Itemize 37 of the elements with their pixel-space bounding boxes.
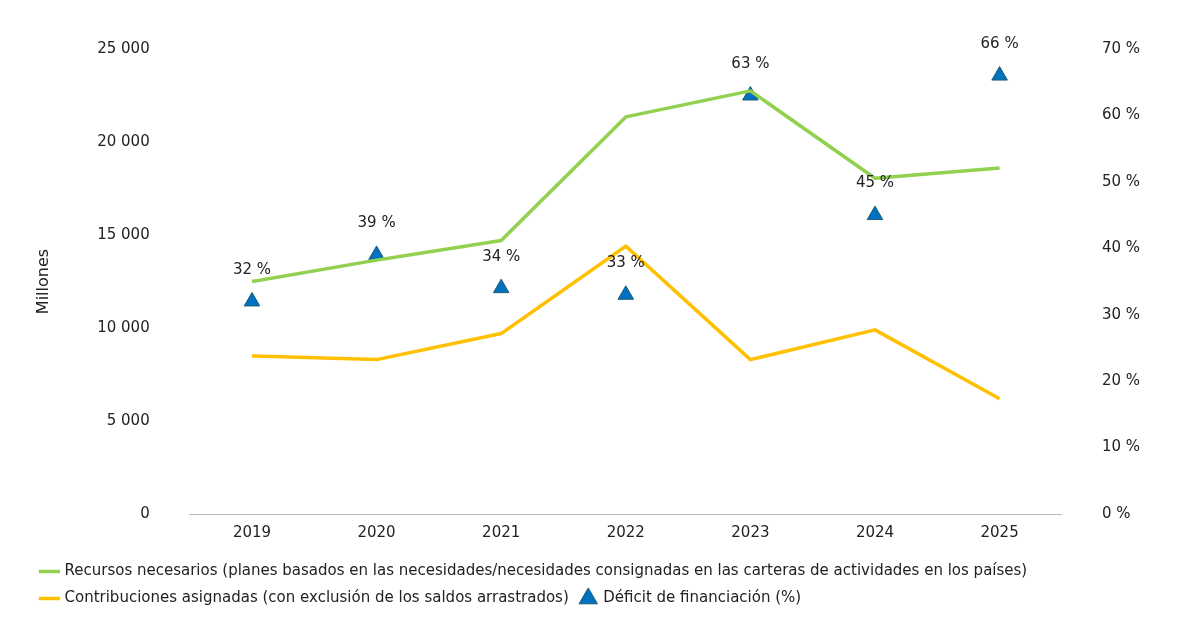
data-label: 45 % [855,173,895,192]
y2-tick-label: 40 % [1101,238,1140,257]
x-tick-label: 2020 [357,522,396,541]
legend-label: Contribuciones asignadas (con exclusión de los saldos arrastrados) [64,588,569,607]
x-tick-label: 2019 [232,522,272,541]
y-axis-title: Millones [32,248,52,315]
y2-tick-label: 10 % [1101,437,1140,456]
data-label: 63 % [731,53,770,72]
y-tick-label: 15 000 [97,224,150,243]
y2-tick-label: 60 % [1101,105,1140,124]
point [492,278,510,294]
data-label: 66 % [980,33,1019,52]
y2-tick-label: 20 % [1101,371,1140,390]
data-label: 32 % [232,259,272,278]
point [243,291,261,307]
x-tick-label: 2024 [855,522,895,541]
y-tick-label: 20 000 [97,131,150,150]
data-label: 34 % [482,246,521,265]
legend-label: Recursos necesarios (planes basados en las necesidades/necesidades consignadas en las carteras de actividades en los países) [64,561,1028,580]
y-tick-label: 10 000 [97,317,150,336]
point [991,66,1008,81]
point [617,285,635,300]
x-tick-label: 2021 [482,522,521,541]
point [866,205,884,221]
y2-tick-label: 30 % [1101,304,1140,323]
y2-tick-label: 0 % [1101,503,1131,522]
data-label: 39 % [357,213,396,232]
data-label: 33 % [606,253,645,272]
y-tick-label: 0 [140,503,150,522]
y-tick-label: 25 000 [97,38,150,57]
x-tick-label: 2025 [980,522,1019,541]
x-tick-label: 2022 [606,522,645,541]
y-tick-label: 5 000 [106,410,150,429]
y2-tick-label: 50 % [1101,171,1140,190]
y2-tick-label: 70 % [1101,38,1140,57]
legend-label: Déficit de financiación (%) [603,588,802,607]
x-tick-label: 2023 [731,522,770,541]
